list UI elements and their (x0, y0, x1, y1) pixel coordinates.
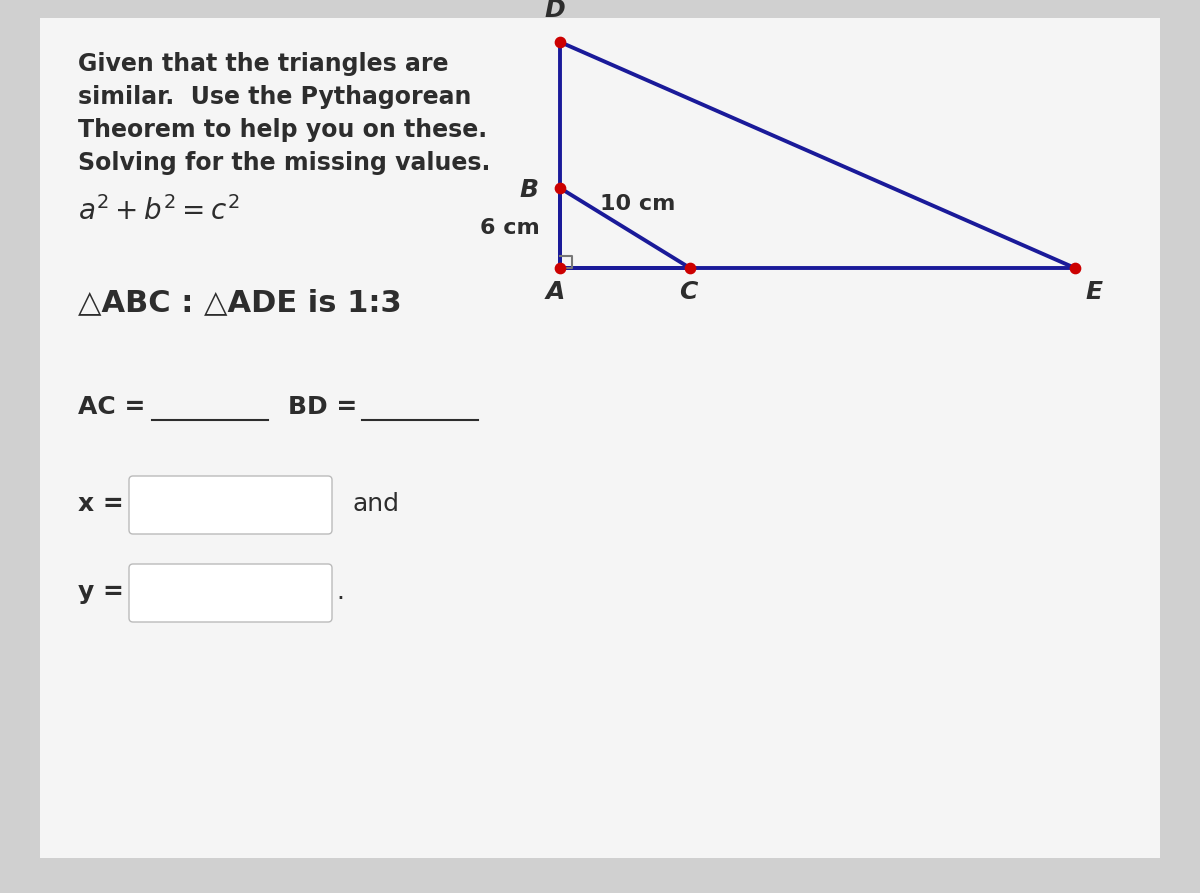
Point (1066, 261, 1085, 275)
Text: BD =: BD = (288, 395, 366, 419)
Text: Given that the triangles are: Given that the triangles are (78, 52, 449, 76)
Text: E: E (1085, 280, 1102, 304)
Text: 10 cm: 10 cm (600, 194, 676, 214)
Text: $a^2 + b^2 = c^2$: $a^2 + b^2 = c^2$ (78, 196, 240, 226)
Point (551, 181, 570, 196)
Point (551, 35, 570, 49)
Text: y =: y = (78, 580, 124, 604)
Text: B: B (520, 178, 538, 202)
Point (551, 261, 570, 275)
Text: D: D (545, 0, 565, 22)
Text: 6 cm: 6 cm (480, 218, 540, 238)
Text: △ABC : △ADE is 1:3: △ABC : △ADE is 1:3 (78, 288, 402, 317)
Point (680, 261, 700, 275)
Text: .: . (336, 580, 344, 604)
Text: x =: x = (78, 492, 124, 516)
FancyBboxPatch shape (130, 476, 332, 534)
Text: and: and (353, 492, 400, 516)
Text: C: C (679, 280, 697, 304)
Text: similar.  Use the Pythagorean: similar. Use the Pythagorean (78, 85, 472, 109)
Text: Theorem to help you on these.: Theorem to help you on these. (78, 118, 487, 142)
Text: AC =: AC = (78, 395, 154, 419)
Text: A: A (545, 280, 565, 304)
Text: Solving for the missing values.: Solving for the missing values. (78, 151, 491, 175)
FancyBboxPatch shape (130, 564, 332, 622)
